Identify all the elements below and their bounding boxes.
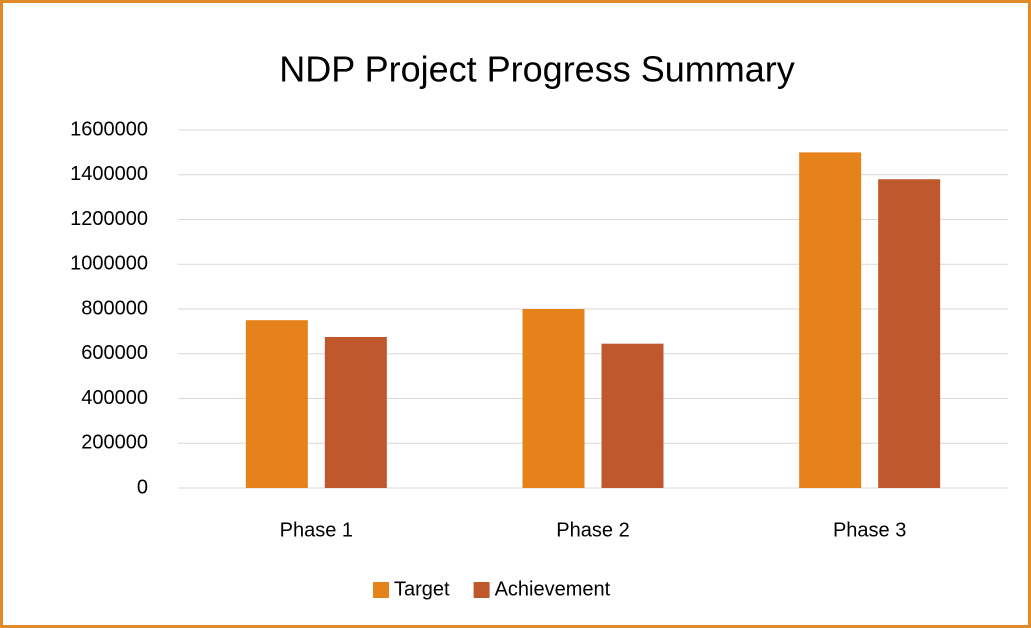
bar <box>878 179 941 488</box>
x-tick-label: Phase 1 <box>280 519 353 541</box>
y-tick-label: 1000000 <box>70 253 148 275</box>
legend-label: Target <box>394 578 450 600</box>
bar <box>324 336 387 488</box>
y-tick-label: 800000 <box>81 297 148 319</box>
legend-label: Achievement <box>495 578 611 600</box>
legend-swatch <box>373 582 389 598</box>
y-tick-label: 400000 <box>81 387 148 409</box>
bar <box>245 320 308 488</box>
bar <box>799 152 862 488</box>
y-tick-label: 0 <box>137 476 148 498</box>
y-tick-label: 600000 <box>81 342 148 364</box>
y-tick-label: 200000 <box>81 432 148 454</box>
chart-title: NDP Project Progress Summary <box>279 49 794 90</box>
legend-swatch <box>473 582 490 598</box>
x-tick-label: Phase 3 <box>833 519 906 541</box>
bar <box>601 343 664 488</box>
y-tick-label: 1600000 <box>70 118 148 140</box>
y-tick-label: 1200000 <box>70 208 148 230</box>
y-tick-label: 1400000 <box>70 163 148 185</box>
x-tick-label: Phase 2 <box>556 519 629 541</box>
bar <box>522 309 585 488</box>
